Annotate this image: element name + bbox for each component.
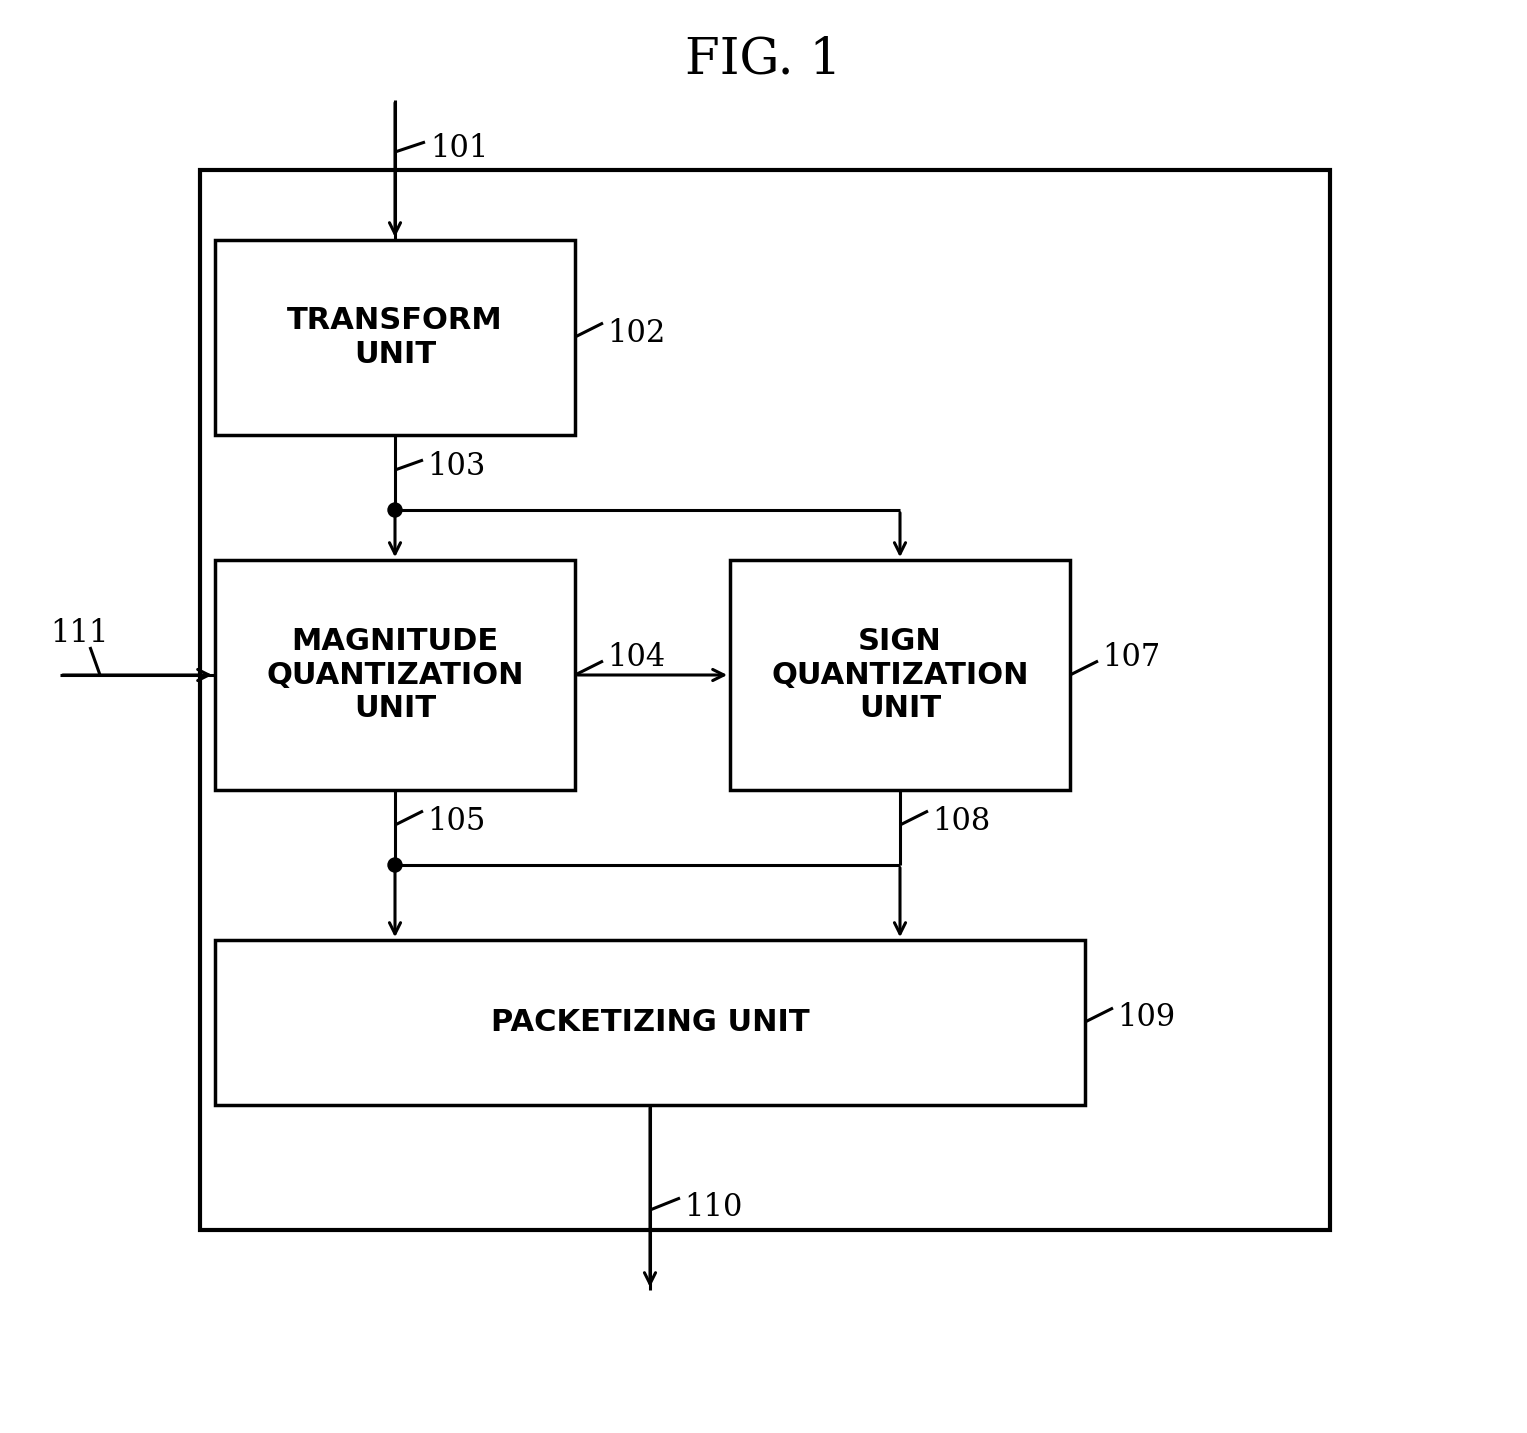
Text: 101: 101 [431,132,489,163]
Text: 103: 103 [428,450,486,481]
Text: 108: 108 [931,805,989,837]
Text: SIGN
QUANTIZATION
UNIT: SIGN QUANTIZATION UNIT [771,626,1029,724]
Bar [730,560,1070,790]
Text: 111: 111 [50,618,108,649]
Bar [215,560,576,790]
Text: PACKETIZING UNIT: PACKETIZING UNIT [490,1007,809,1037]
Text: 109: 109 [1116,1003,1176,1033]
Bar [215,940,1086,1105]
Bar [200,171,1330,1230]
Text: 105: 105 [428,805,486,837]
Text: 102: 102 [608,318,666,348]
Text: FIG. 1: FIG. 1 [686,36,841,85]
Text: 107: 107 [1102,642,1161,672]
Text: 104: 104 [608,642,666,672]
Bar [215,239,576,436]
Circle shape [388,858,402,873]
Circle shape [388,503,402,517]
Text: MAGNITUDE
QUANTIZATION
UNIT: MAGNITUDE QUANTIZATION UNIT [266,626,524,724]
Text: TRANSFORM
UNIT: TRANSFORM UNIT [287,307,502,368]
Text: 110: 110 [684,1191,742,1222]
